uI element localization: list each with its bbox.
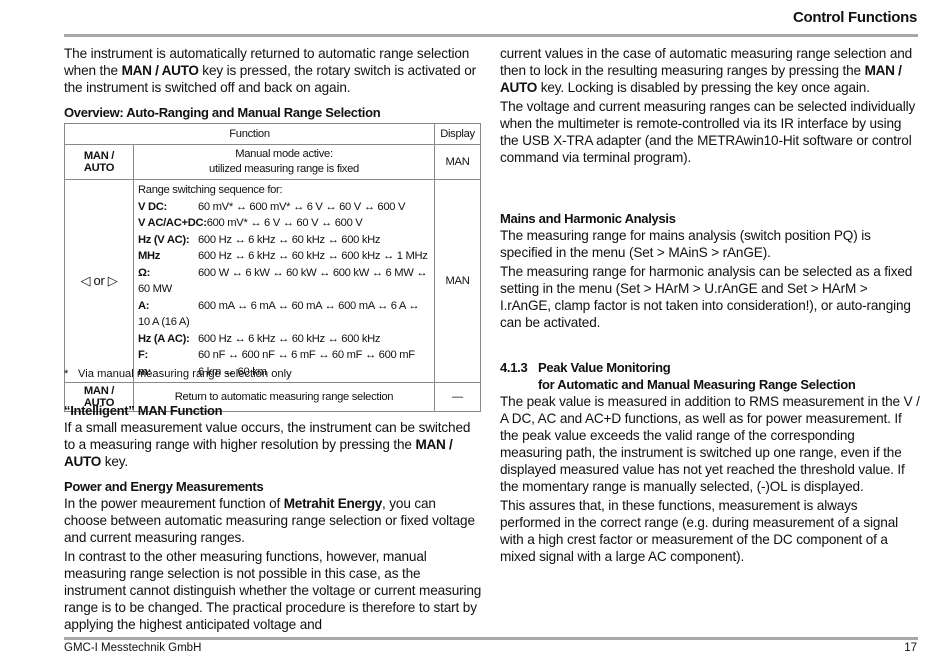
range-sequence: 600 Hz ↔ 6 kHz ↔ 60 kHz ↔ 600 kHz [198, 233, 381, 246]
section-heading: Mains and Harmonic Analysis [500, 211, 676, 226]
range-sequence: 600 Hz ↔ 6 kHz ↔ 60 kHz ↔ 600 kHz [198, 332, 381, 345]
section-heading: Power and Energy Measurements [64, 479, 264, 494]
range-sequence: 600 Hz ↔ 6 kHz ↔ 60 kHz ↔ 600 kHz ↔ 1 MH… [198, 250, 428, 262]
text: key is pressed, the rotary switch is act… [64, 63, 476, 95]
range-label: MHz [138, 250, 161, 262]
key-name: MAN / AUTO [500, 63, 902, 95]
table-header: Function Display [64, 123, 481, 145]
paragraph: In the power meaurement function of Metr… [64, 495, 482, 546]
range-sequence: 600 mV* ↔ 6 V ↔ 60 V ↔ 600 V [206, 217, 363, 229]
range-item: F: 60 nF ↔ 600 nF ↔ 6 mF ↔ 60 mF ↔ 600 mF [138, 347, 430, 364]
overview-heading: Overview: Auto-Ranging and Manual Range … [64, 105, 381, 120]
footnote: * Via manual measuring range selection on… [64, 368, 292, 380]
footnote-text: Via manual measuring range selection onl… [78, 368, 292, 380]
paragraph: This assures that, in these functions, m… [500, 498, 898, 564]
header-rule [64, 34, 918, 37]
table-row: MAN / AUTO Manual mode active: utilized m… [64, 144, 481, 180]
text: key. Locking is disabled by pressing the… [537, 80, 870, 95]
key-cell: MAN / AUTO [64, 382, 134, 412]
range-sequence: 6 km ↔ 60 km [198, 365, 267, 378]
range-item: A: 600 mA ↔ 6 mA ↔ 60 mA ↔ 600 mA ↔ 6 A ↔… [138, 298, 430, 331]
section-subtitle: for Automatic and Manual Measuring Range… [538, 377, 856, 392]
table-wrap: Function Display MAN / AUTO Manual mode … [64, 123, 481, 412]
display-cell: MAN [434, 144, 481, 180]
text: utilized measuring range is fixed [209, 163, 359, 175]
key-cell: MAN / AUTO [64, 144, 134, 180]
key-name: MAN / AUTO [64, 437, 453, 469]
range-item: Ω: 600 W ↔ 6 kW ↔ 60 kW ↔ 600 kW ↔ 6 MW ↔… [138, 265, 430, 298]
range-label: Hz (A AC): [138, 332, 190, 345]
paragraph: The voltage and current measuring ranges… [500, 99, 916, 165]
key-name: MAN / AUTO [121, 63, 199, 78]
range-label: m: [138, 365, 152, 378]
text: If a small measurement value occurs, the… [64, 420, 471, 452]
range-item: m: 6 km ↔ 60 km [138, 364, 430, 381]
text: The instrument is automatically returned… [64, 46, 470, 78]
right-top: current values in the case of automatic … [500, 45, 920, 168]
paragraph: current values in the case of automatic … [500, 45, 920, 96]
range-item: V AC/AC+DC:600 mV* ↔ 6 V ↔ 60 V ↔ 600 V [138, 215, 430, 232]
table-row: ◁ or ▷ Range switching sequence for: V DC… [64, 179, 481, 383]
function-cell: Range switching sequence for: V DC: 60 mV*… [133, 179, 435, 383]
peak-section: 4.1.3 Peak Value Monitoring for Automatic… [500, 359, 920, 567]
footnote-mark: * [64, 368, 69, 380]
display-cell: MAN [434, 179, 481, 383]
range-label: V DC: [138, 200, 167, 213]
function-cell: Return to automatic measuring range sele… [133, 382, 435, 412]
product-name: Metrahit Energy [283, 496, 383, 511]
paragraph: The measuring range for harmonic analysi… [500, 264, 913, 330]
range-item: V DC: 60 mV* ↔ 600 mV* ↔ 6 V ↔ 60 V ↔ 600… [138, 199, 430, 216]
range-sequence: 600 W ↔ 6 kW ↔ 60 kW ↔ 600 kW ↔ 6 MW ↔ 6… [138, 266, 428, 296]
page-number: 17 [904, 642, 917, 654]
range-sequence: 60 nF ↔ 600 nF ↔ 6 mF ↔ 60 mF ↔ 600 mF [198, 349, 415, 361]
range-label: A: [138, 299, 150, 312]
intro: The instrument is automatically returned… [64, 45, 482, 98]
text: Manual mode active: [235, 148, 333, 160]
text: key. [101, 454, 129, 469]
paragraph: In contrast to the other measuring funct… [64, 549, 482, 632]
paragraph: The measuring range for mains analysis (… [500, 228, 871, 260]
paragraph: The peak value is measured in addition t… [500, 394, 920, 494]
header-cell: Display [434, 123, 481, 145]
mains-section: Mains and Harmonic Analysis The measurin… [500, 210, 920, 333]
range-item: Hz (V AC): 600 Hz ↔ 6 kHz ↔ 60 kHz ↔ 600 … [138, 232, 430, 249]
paragraph: If a small measurement value occurs, the… [64, 419, 482, 470]
text: current values in the case of automatic … [500, 46, 913, 78]
range-label: V AC/AC+DC: [138, 217, 207, 229]
footer-rule [64, 637, 918, 640]
header-title: Control Functions [792, 9, 917, 26]
display-cell: — [434, 382, 481, 412]
range-table: Function Display MAN / AUTO Manual mode … [64, 123, 481, 412]
range-label: F: [138, 349, 148, 361]
section-title: Peak Value Monitoring [538, 360, 671, 375]
function-cell: Manual mode active: utilized measuring ra… [133, 144, 435, 180]
section-heading: 4.1.3 Peak Value Monitoring [500, 359, 920, 376]
header-cell: Function [64, 123, 435, 145]
range-label: Ω: [138, 266, 151, 279]
range-sequence: 60 mV* ↔ 600 mV* ↔ 6 V ↔ 60 V ↔ 600 V [198, 200, 406, 213]
section-heading: “Intelligent” MAN Function [64, 403, 223, 418]
footer-company: GMC-I Messtechnik GmbH [64, 642, 202, 654]
range-label: Hz (V AC): [138, 233, 190, 246]
text: In the power meaurement function of [64, 496, 284, 511]
power-section: Power and Energy Measurements In the pow… [64, 478, 482, 635]
text: Range switching sequence for: [138, 184, 283, 196]
key-cell: ◁ or ▷ [64, 179, 134, 383]
intelligent-section: “Intelligent” MAN Function If a small me… [64, 402, 482, 472]
section-number: 4.1.3 [500, 360, 528, 375]
paragraph: The instrument is automatically returned… [64, 45, 482, 96]
range-sequence: 600 mA ↔ 6 mA ↔ 60 mA ↔ 600 mA ↔ 6 A ↔ 1… [138, 299, 420, 329]
range-item: Hz (A AC): 600 Hz ↔ 6 kHz ↔ 60 kHz ↔ 600 … [138, 331, 430, 348]
text: , you can choose between automatic measu… [64, 496, 475, 545]
range-item: MHz 600 Hz ↔ 6 kHz ↔ 60 kHz ↔ 600 kHz ↔ 1… [138, 248, 430, 265]
table-row: MAN / AUTO Return to automatic measuring… [64, 382, 481, 412]
